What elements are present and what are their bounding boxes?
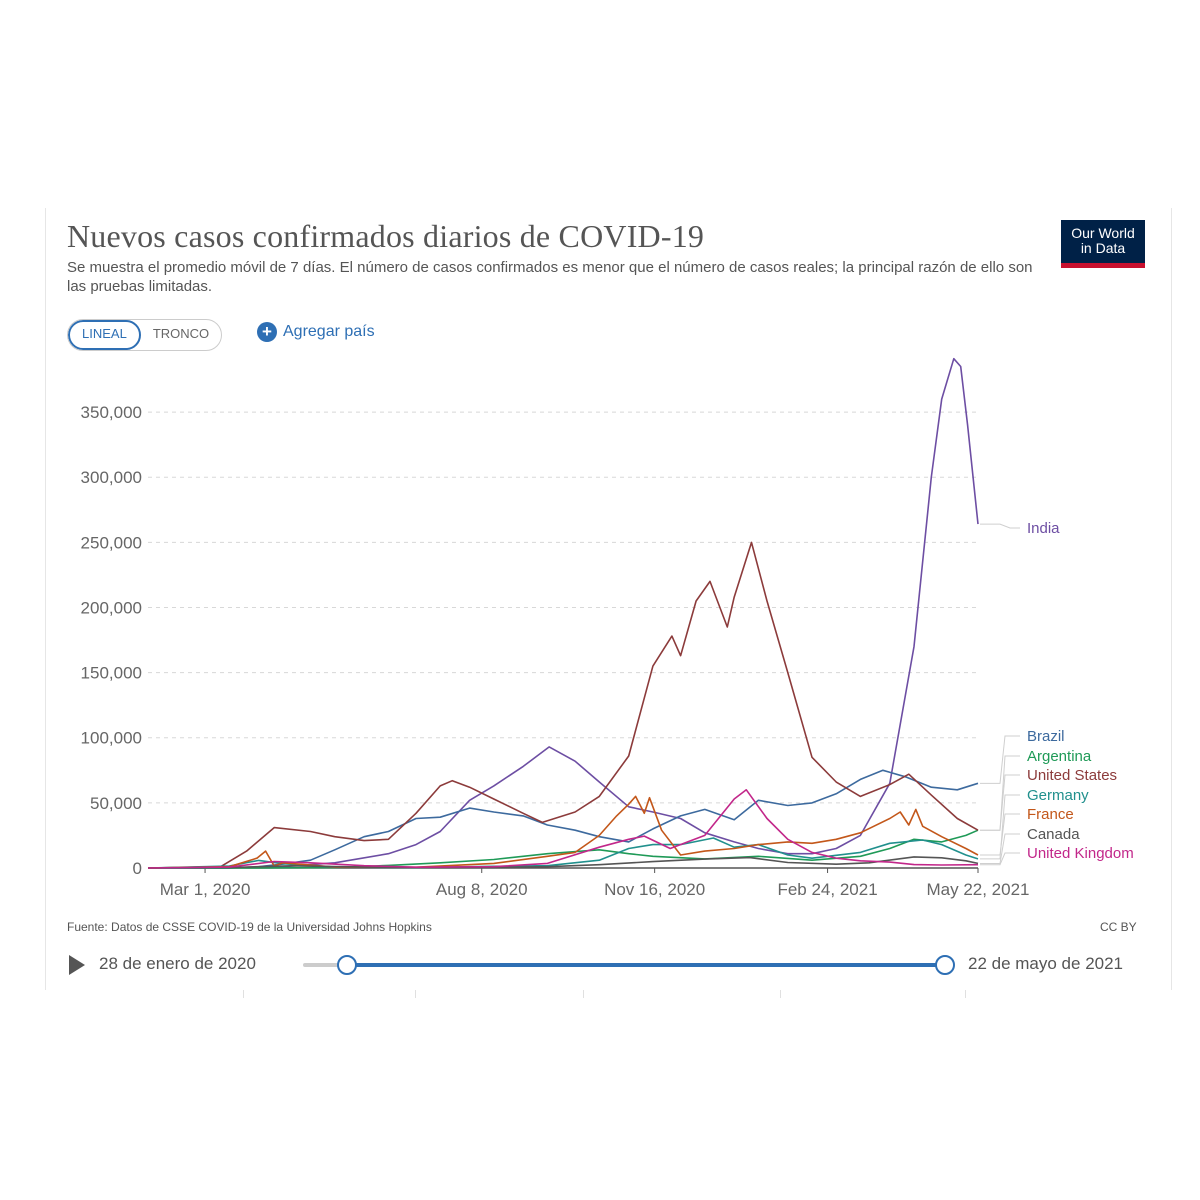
legend-connector [980,833,1020,864]
x-tick-label: May 22, 2021 [926,880,1029,899]
divider-tick [415,990,416,998]
y-tick-label: 200,000 [81,598,142,617]
legend-connector [980,813,1020,856]
series-line-france[interactable] [147,795,979,869]
legend-label-united-states[interactable]: United States [1027,767,1117,784]
timeline-track[interactable] [303,963,348,967]
legend-connector [980,523,1020,529]
series-line-canada[interactable] [147,856,979,869]
y-tick-label: 250,000 [81,533,142,552]
series-line-argentina[interactable] [147,829,979,869]
logo-line-2: in Data [1080,240,1126,256]
series-line-united-states[interactable] [147,541,979,869]
scale-toggle: LINEAL TRONCO [67,319,223,351]
add-country-button[interactable]: + Agregar país [257,322,375,342]
y-tick-label: 300,000 [81,468,142,487]
y-tick-label: 100,000 [81,729,142,748]
x-tick-label: Mar 1, 2020 [160,880,251,899]
legend-connector [980,735,1020,784]
legend-label-united-kingdom[interactable]: United Kingdom [1027,845,1134,862]
legend-label-france[interactable]: France [1027,806,1074,823]
scale-log-button[interactable]: TRONCO [152,326,210,341]
owid-logo[interactable]: Our World in Data [1061,220,1145,268]
timeline-selected-range[interactable] [347,963,947,967]
x-tick-label: Nov 16, 2020 [604,880,705,899]
y-tick-label: 0 [133,859,142,878]
x-tick-label: Aug 8, 2020 [436,880,528,899]
series-line-united-kingdom[interactable] [147,789,979,869]
chart-title: Nuevos casos confirmados diarios de COVI… [67,218,705,254]
legend-connector [980,774,1020,831]
timeline-start-label: 28 de enero de 2020 [99,954,256,973]
license-link[interactable]: CC BY [1100,920,1137,934]
scale-linear-button[interactable]: LINEAL [68,320,141,350]
divider-tick [243,990,244,998]
series-line-brazil[interactable] [148,769,979,869]
timeline-end-handle[interactable] [935,955,955,975]
legend-connector [980,755,1020,831]
divider-tick [583,990,584,998]
y-tick-label: 150,000 [81,664,142,683]
divider-tick [780,990,781,998]
legend-label-argentina[interactable]: Argentina [1027,748,1092,765]
y-tick-label: 50,000 [90,794,142,813]
legend-connector [980,794,1020,860]
timeline-start-handle[interactable] [337,955,357,975]
legend-connector [980,852,1020,866]
x-tick-label: Feb 24, 2021 [777,880,877,899]
timeline: 28 de enero de 2020 22 de mayo de 2021 [67,950,1157,980]
divider-tick [965,990,966,998]
play-icon[interactable] [69,955,85,975]
legend-label-india[interactable]: India [1027,520,1060,537]
chart-subtitle: Se muestra el promedio móvil de 7 días. … [67,259,1033,295]
timeline-end-label: 22 de mayo de 2021 [968,954,1124,973]
source-note: Fuente: Datos de CSSE COVID-19 de la Uni… [67,920,432,934]
add-country-label: Agregar país [283,323,375,340]
series-line-india[interactable] [147,357,979,869]
plus-icon: + [257,322,277,342]
y-tick-label: 350,000 [81,403,142,422]
legend-label-canada[interactable]: Canada [1027,826,1080,843]
legend-label-germany[interactable]: Germany [1027,787,1089,804]
logo-line-1: Our World [1071,225,1135,241]
legend-label-brazil[interactable]: Brazil [1027,728,1065,745]
